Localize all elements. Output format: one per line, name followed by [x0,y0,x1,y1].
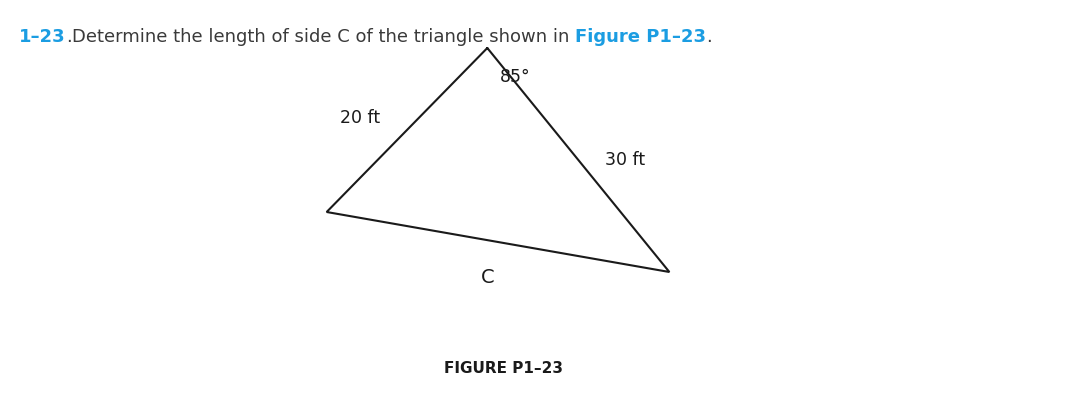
Text: FIGURE P1–23: FIGURE P1–23 [443,361,563,376]
Text: 1–23: 1–23 [19,28,66,46]
Text: 85°: 85° [500,68,531,86]
Text: Figure P1–23: Figure P1–23 [575,28,706,46]
Text: .: . [66,28,72,46]
Text: 20 ft: 20 ft [341,109,380,127]
Text: Determine the length of side C of the triangle shown in: Determine the length of side C of the tr… [72,28,575,46]
Text: .: . [706,28,711,46]
Text: 30 ft: 30 ft [605,151,645,169]
Text: C: C [481,268,494,287]
